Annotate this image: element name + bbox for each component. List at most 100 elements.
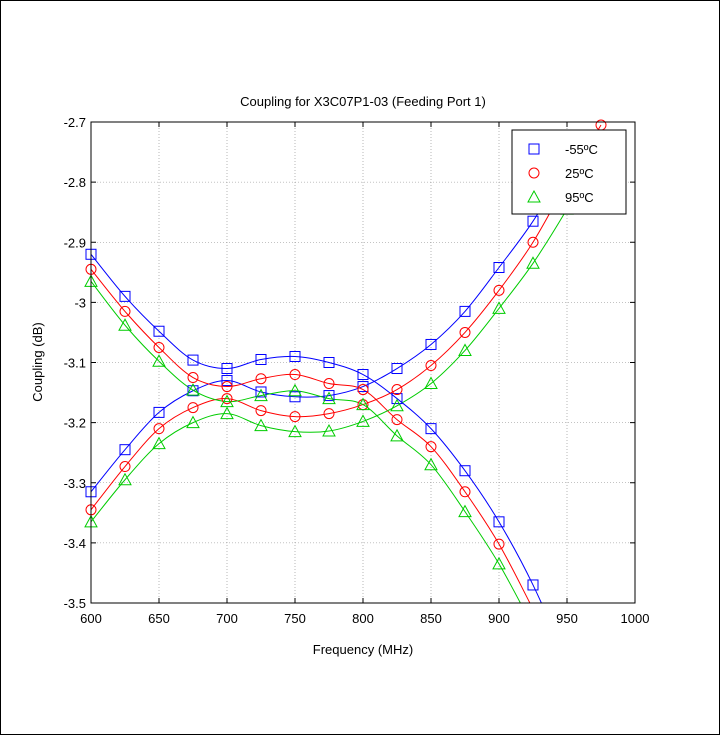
series-layer [84,119,608,603]
y-tick-label: -2.8 [64,175,86,190]
data-point [323,357,335,368]
legend-marker-circle [528,167,540,179]
data-point [493,516,505,528]
data-point [254,418,268,432]
data-point [493,262,505,274]
data-point [357,384,369,396]
data-point [323,378,335,390]
data-point [526,256,540,269]
data-point [391,414,403,426]
data-point [187,354,199,366]
data-point [527,579,539,591]
data-point [187,385,199,397]
chart-title: Coupling for X3C07P1-03 (Feeding Port 1) [240,94,486,109]
data-point [255,405,267,417]
y-tick-label: -2.7 [64,115,86,130]
data-point [119,444,131,456]
data-point [322,391,336,405]
data-point [391,393,403,405]
data-point [119,290,131,302]
data-point [254,388,268,402]
data-point [425,423,437,435]
data-point [118,472,132,486]
data-point [153,341,165,353]
data-point [187,372,199,384]
data-point [425,360,437,372]
data-point [458,343,472,356]
data-point [289,391,301,403]
legend: -55ºC 25ºC 95ºC [511,129,627,215]
data-point [153,325,165,337]
data-point [356,414,370,427]
data-point [527,236,539,248]
data-point [493,538,505,550]
data-point [390,398,404,412]
legend-label: 95ºC [565,190,594,205]
data-point [459,326,471,338]
x-tick-label: 700 [216,611,238,626]
data-point [424,457,438,471]
data-point [221,381,233,393]
data-point [425,338,437,350]
y-tick-label: -3.4 [64,536,86,551]
x-tick-label: 750 [284,611,306,626]
y-tick-label: -2.9 [64,235,86,250]
y-tick-label: -3 [74,295,86,310]
data-point [255,373,267,385]
data-point [425,441,437,453]
x-tick-label: 900 [488,611,510,626]
x-tick-label: 1000 [621,611,650,626]
x-tick-label: 800 [352,611,374,626]
data-point [289,350,301,362]
data-point [152,354,166,367]
series-line [91,148,602,523]
y-axis-label: Coupling (dB) [30,322,45,402]
data-point [459,465,471,477]
data-point [221,375,233,387]
data-point [492,301,506,314]
data-point [323,390,335,402]
series-line [91,124,602,511]
data-point [356,397,370,411]
data-point [119,461,131,473]
data-point [323,408,335,420]
data-point [288,424,302,438]
data-point [288,383,302,397]
x-tick-label: 850 [420,611,442,626]
series-line [91,253,542,603]
x-tick-label: 650 [148,611,170,626]
data-point [153,406,165,418]
x-axis-label: Frequency (MHz) [313,642,413,657]
y-tick-label: -3.2 [64,416,86,431]
data-point [357,369,369,381]
data-point [221,393,233,405]
y-tick-label: -3.1 [64,356,86,371]
data-point [527,215,539,227]
data-point [221,363,233,375]
data-point [459,486,471,498]
legend-marker-square [528,143,540,155]
data-point [492,556,506,570]
data-point [152,436,166,450]
data-point [289,369,301,381]
x-tick-label: 950 [556,611,578,626]
series-line [91,163,568,493]
y-tick-label: -3.5 [64,596,86,611]
axes-layer: 600 650 700 750 800 850 900 950 1000 -2.7 -2.8 -2.9… [64,115,650,626]
legend-label: 25ºC [565,166,594,181]
data-point [255,353,267,365]
data-point [220,406,234,420]
x-tick-label: 600 [80,611,102,626]
data-point [357,381,369,393]
data-point [255,386,267,398]
data-point [391,384,403,396]
data-point [459,305,471,317]
data-point [390,428,404,442]
y-tick-label: -3.3 [64,476,86,491]
data-point [118,318,132,331]
data-point [391,363,403,375]
series-line [91,281,521,603]
data-point [424,376,438,390]
